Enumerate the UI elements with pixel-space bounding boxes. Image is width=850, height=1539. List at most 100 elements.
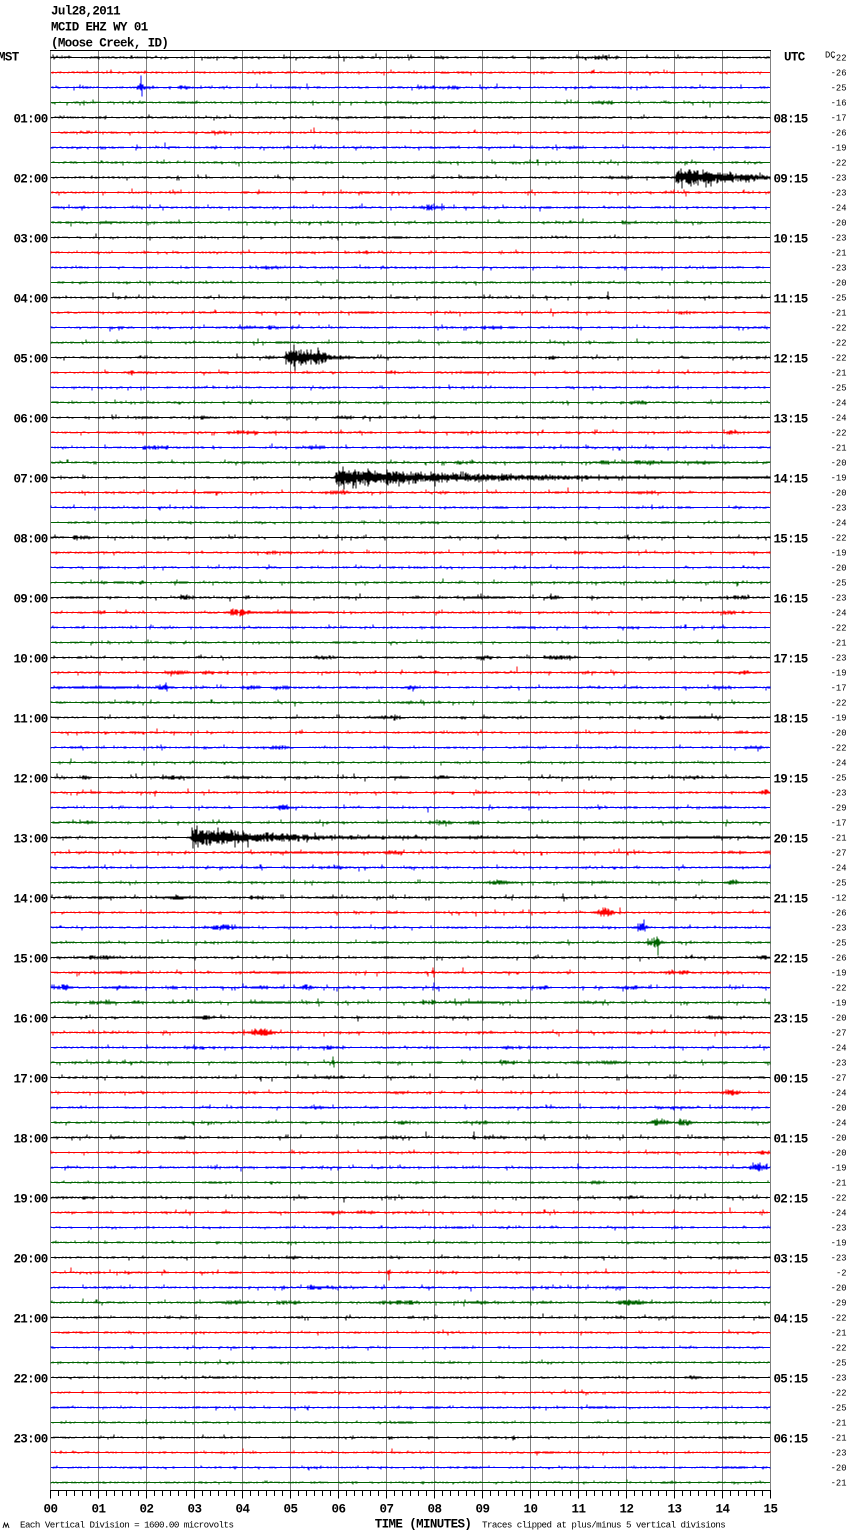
svg-text:-21: -21 [831,369,847,379]
svg-text:-23: -23 [831,1374,847,1384]
svg-text:06:15: 06:15 [774,1433,808,1447]
svg-text:20:15: 20:15 [774,833,808,847]
svg-text:-26: -26 [831,129,847,139]
svg-text:-25: -25 [831,1404,847,1414]
svg-text:-23: -23 [831,174,847,184]
svg-text:-22: -22 [831,1194,847,1204]
svg-text:Jul28,2011: Jul28,2011 [51,5,120,19]
svg-text:19:15: 19:15 [774,773,808,787]
svg-text:13:15: 13:15 [774,413,808,427]
svg-text:-24: -24 [831,399,847,409]
svg-text:12:00: 12:00 [13,773,47,787]
svg-text:-23: -23 [831,924,847,934]
svg-text:-22: -22 [831,1344,847,1354]
svg-text:-20: -20 [831,1464,847,1474]
svg-text:-23: -23 [831,234,847,244]
svg-text:09:00: 09:00 [13,593,47,607]
svg-text:-23: -23 [831,1059,847,1069]
svg-text:01: 01 [91,1503,105,1517]
svg-text:-20: -20 [831,564,847,574]
svg-text:08:00: 08:00 [13,533,47,547]
svg-text:-21: -21 [831,1434,847,1444]
svg-text:08: 08 [427,1503,441,1517]
svg-text:-22: -22 [831,339,847,349]
svg-text:-25: -25 [831,1359,847,1369]
svg-text:-25: -25 [831,579,847,589]
svg-text:21:15: 21:15 [774,893,808,907]
svg-text:-19: -19 [831,144,847,154]
svg-text:03:15: 03:15 [774,1253,808,1267]
svg-text:09:15: 09:15 [774,173,808,187]
svg-text:-26: -26 [831,69,847,79]
svg-text:14:15: 14:15 [774,473,808,487]
svg-text:15:00: 15:00 [13,953,47,967]
svg-text:23:00: 23:00 [13,1433,47,1447]
svg-text:11:15: 11:15 [774,293,808,307]
svg-text:10: 10 [523,1503,537,1517]
svg-text:01:00: 01:00 [13,113,47,127]
svg-text:13: 13 [667,1503,681,1517]
svg-text:-20: -20 [831,729,847,739]
svg-text:13:00: 13:00 [13,833,47,847]
svg-text:-2: -2 [836,1269,847,1279]
svg-text:11:00: 11:00 [13,713,47,727]
svg-text:16:15: 16:15 [774,593,808,607]
svg-text:-24: -24 [831,759,847,769]
svg-text:06:00: 06:00 [13,413,47,427]
svg-text:-22: -22 [831,1314,847,1324]
svg-text:(Moose Creek, ID): (Moose Creek, ID) [51,37,168,51]
svg-text:-20: -20 [831,1149,847,1159]
svg-text:-22: -22 [831,984,847,994]
svg-text:12:15: 12:15 [774,353,808,367]
svg-text:05:00: 05:00 [13,353,47,367]
svg-text:07:00: 07:00 [13,473,47,487]
svg-text:-25: -25 [831,294,847,304]
svg-text:Each Vertical Division = 1600.: Each Vertical Division = 1600.00 microvo… [20,1520,233,1531]
svg-text:-17: -17 [831,114,847,124]
svg-text:02:15: 02:15 [774,1193,808,1207]
svg-text:-27: -27 [831,1074,847,1084]
svg-text:-20: -20 [831,1134,847,1144]
svg-text:03: 03 [187,1503,201,1517]
svg-text:-24: -24 [831,609,847,619]
svg-text:-25: -25 [831,939,847,949]
svg-text:-22: -22 [831,159,847,169]
svg-text:Traces clipped at plus/minus 5: Traces clipped at plus/minus 5 vertical … [482,1520,725,1531]
svg-text:-24: -24 [831,204,847,214]
svg-text:14:00: 14:00 [13,893,47,907]
svg-text:-22: -22 [831,54,847,64]
svg-text:04:00: 04:00 [13,293,47,307]
svg-text:10:00: 10:00 [13,653,47,667]
svg-text:15:15: 15:15 [774,533,808,547]
svg-text:UTC: UTC [784,51,806,65]
svg-text:05:15: 05:15 [774,1373,808,1387]
svg-text:19:00: 19:00 [13,1193,47,1207]
svg-text:-20: -20 [831,1284,847,1294]
svg-text:-24: -24 [831,519,847,529]
svg-text:-17: -17 [831,684,847,694]
svg-text:-19: -19 [831,999,847,1009]
svg-text:-24: -24 [831,864,847,874]
svg-text:-22: -22 [831,534,847,544]
svg-text:-23: -23 [831,504,847,514]
svg-text:-22: -22 [831,699,847,709]
svg-text:-19: -19 [831,714,847,724]
svg-text:-21: -21 [831,444,847,454]
svg-text:-20: -20 [831,489,847,499]
svg-text:17:15: 17:15 [774,653,808,667]
svg-text:-19: -19 [831,1239,847,1249]
svg-text:-29: -29 [831,1299,847,1309]
svg-text:-17: -17 [831,819,847,829]
svg-text:11: 11 [571,1503,585,1517]
svg-text:TIME (MINUTES): TIME (MINUTES) [375,1518,472,1532]
svg-text:-23: -23 [831,264,847,274]
svg-text:-25: -25 [831,84,847,94]
svg-text:-19: -19 [831,669,847,679]
svg-text:-22: -22 [831,624,847,634]
svg-text:-24: -24 [831,414,847,424]
svg-text:-26: -26 [831,954,847,964]
svg-text:06: 06 [331,1503,345,1517]
svg-text:07: 07 [379,1503,393,1517]
svg-text:MCID EHZ WY 01: MCID EHZ WY 01 [51,21,148,35]
svg-text:-21: -21 [831,1479,847,1489]
